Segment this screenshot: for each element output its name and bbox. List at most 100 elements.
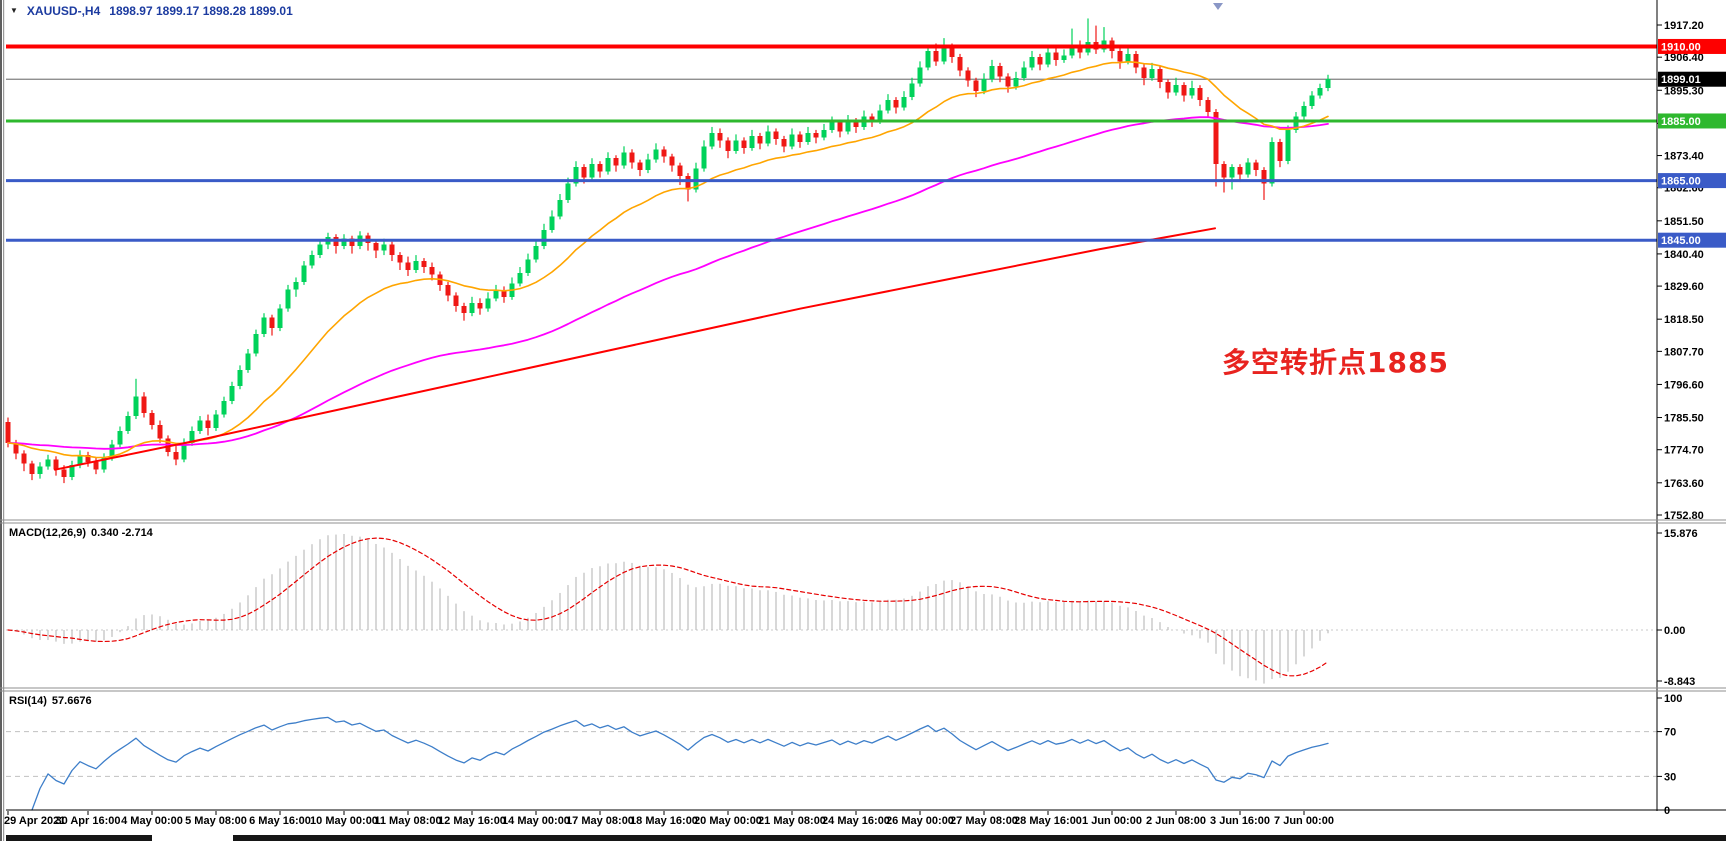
candle-body [869,116,875,121]
date-tick-label: 3 Jun 16:00 [1210,815,1270,827]
candle-body [517,272,523,284]
candle-body [741,140,747,148]
level-badge-1885.00: 1885.00 [1658,113,1726,129]
candle-body [1005,76,1011,87]
candle-body [253,334,259,354]
current-price-badge-text: 1899.01 [1661,74,1701,86]
candle-body [1205,100,1211,113]
horizontal-scrollbar[interactable] [6,835,1726,841]
main-chart-panel[interactable] [6,3,1657,80]
candle-body [573,167,579,184]
candle-body [1285,129,1291,162]
candle-body [157,424,163,439]
rsi-axis-label: 0 [1664,805,1670,817]
candle-body [413,261,419,270]
candle-body [989,65,995,80]
candle-body [1029,56,1035,68]
candle-body [789,134,795,147]
candle-body [981,79,987,92]
candle-body [1181,85,1187,96]
candle-body [397,255,403,263]
candle-body [733,140,739,151]
candle-body [125,416,131,431]
date-tick-label: 2 Jun 08:00 [1146,815,1206,827]
candle-body [613,158,619,166]
price-tick-label: 1906.40 [1664,52,1704,64]
candle-body [13,442,19,454]
macd-panel[interactable] [6,534,1657,684]
price-tick-label: 1829.60 [1664,281,1704,293]
candle-body [117,430,123,445]
candle-body [653,149,659,160]
candle-body [973,80,979,92]
candle-body [277,308,283,329]
macd-axis-label: 15.876 [1664,528,1698,540]
candle-body [645,159,651,171]
candle-body [133,396,139,417]
macd-signal-line [7,537,1329,677]
collapse-arrow-icon[interactable]: ▼ [10,5,18,15]
date-tick-label: 6 May 16:00 [249,815,311,827]
candle-body [557,199,563,217]
chart-shift-marker-icon[interactable] [1213,3,1223,10]
candle-body [909,83,915,98]
candle-body [5,422,11,443]
candle-body [1221,164,1227,178]
candle-body [1125,53,1131,62]
candles[interactable] [5,18,1331,484]
candle-body [429,267,435,275]
candle-body [1317,88,1323,96]
candle-body [69,465,75,478]
date-tick-label: 21 May 08:00 [758,815,826,827]
candle-body [1229,167,1235,178]
price-axis: 1917.201906.401895.301884.201873.401862.… [1657,20,1704,522]
horizontal-levels[interactable] [6,44,1657,242]
candle-body [301,265,307,282]
candle-body [765,131,771,144]
candle-body [189,430,195,443]
date-tick-label: 14 May 00:00 [502,815,570,827]
candle-body [605,158,611,172]
candle-body [245,353,251,370]
price-tick-label: 1818.50 [1664,314,1704,326]
candle-body [885,100,891,111]
trend-ma-line [54,227,1216,471]
candle-body [149,413,155,425]
rsi-axis-label: 30 [1664,771,1676,783]
level-badge-1845.00-text: 1845.00 [1661,235,1701,247]
candle-body [1165,82,1171,93]
date-tick-label: 7 Jun 00:00 [1274,815,1334,827]
candle-body [29,463,35,475]
candle-body [837,122,843,132]
scrollbar-segment-right[interactable] [233,835,1726,841]
candle-body [405,262,411,270]
candle-body [213,414,219,428]
candle-body [757,135,763,144]
candle-body [37,466,43,475]
chart-text-annotation[interactable]: 多空转折点1885 [1222,346,1449,379]
candle-body [941,46,947,62]
window-frame [0,0,5,841]
candle-body [1157,68,1163,83]
price-tick-label: 1796.60 [1664,379,1704,391]
price-tick-label: 1752.80 [1664,510,1704,522]
candle-body [261,317,267,335]
candle-body [93,462,99,470]
candle-body [829,122,835,130]
candle-body [589,164,595,178]
rsi-panel[interactable] [6,716,1657,811]
candle-body [469,302,475,314]
scrollbar-segment-left[interactable] [6,835,152,841]
candle-body [597,164,603,172]
candle-body [813,132,819,138]
rsi-name: RSI(14) [9,695,47,707]
candle-body [181,442,187,460]
candle-body [877,110,883,121]
macd-name: MACD(12,26,9) [9,527,87,539]
panel-borders [0,0,1726,811]
candle-body [669,156,675,166]
candle-body [637,162,643,171]
